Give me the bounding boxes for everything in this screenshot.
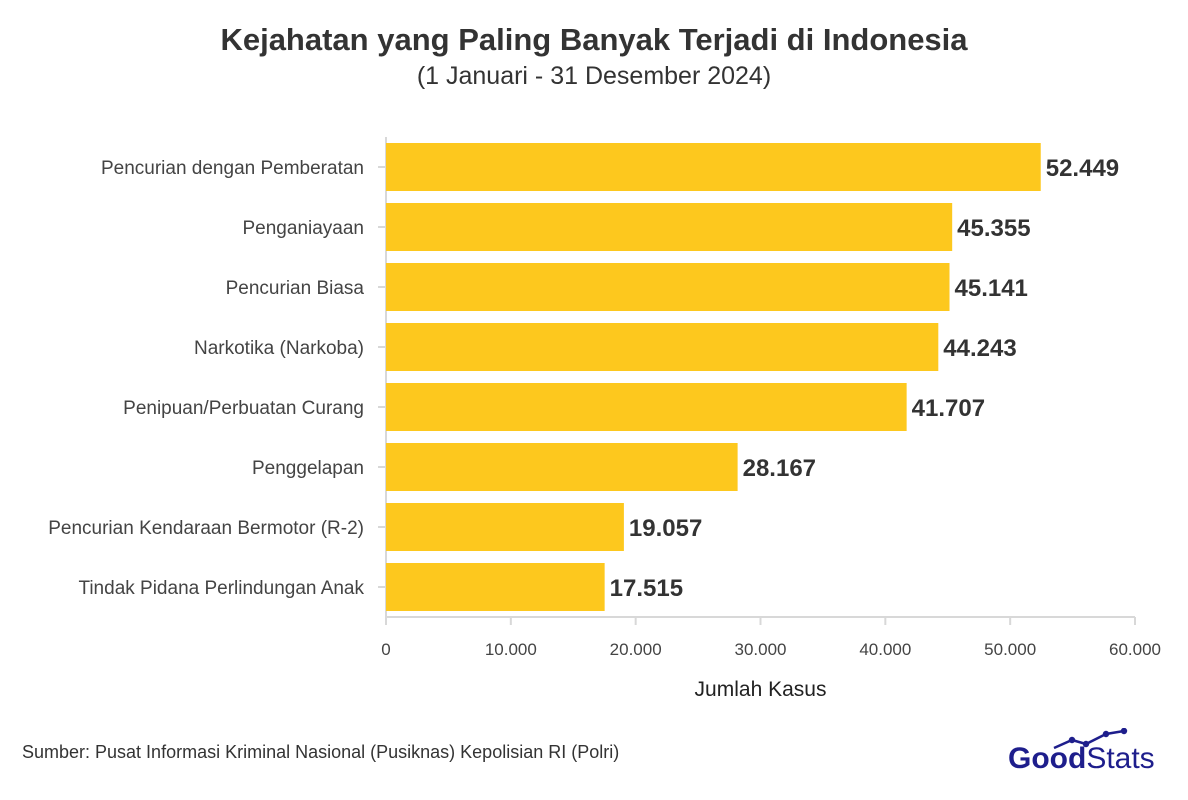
category-label: Tindak Pidana Perlindungan Anak (78, 578, 364, 599)
x-tick-label: 20.000 (610, 640, 662, 659)
value-label: 41.707 (912, 395, 985, 422)
logo-stats-text: Stats (1086, 742, 1155, 775)
x-tick-label: 50.000 (984, 640, 1036, 659)
category-label: Pencurian dengan Pemberatan (101, 158, 364, 179)
category-label: Penganiayaan (243, 218, 365, 239)
bar (386, 203, 953, 251)
goodstats-logo: GoodStats (1008, 728, 1174, 774)
source-note: Sumber: Pusat Informasi Kriminal Nasiona… (22, 742, 620, 762)
bar (386, 323, 939, 371)
x-tick-label: 40.000 (859, 640, 911, 659)
category-label: Penipuan/Perbuatan Curang (123, 398, 364, 419)
x-tick-label: 10.000 (485, 640, 537, 659)
x-tick-label: 60.000 (1109, 640, 1161, 659)
chart-title: Kejahatan yang Paling Banyak Terjadi di … (220, 22, 968, 57)
bar-chart: Pencurian dengan Pemberatan 52.449 Pengani… (48, 137, 1161, 701)
bar (386, 503, 624, 551)
value-label: 17.515 (610, 575, 683, 602)
bar (386, 563, 605, 611)
trend-line-icon (1053, 728, 1128, 750)
x-axis-title: Jumlah Kasus (695, 678, 827, 701)
value-label: 45.141 (955, 275, 1028, 302)
chart-subtitle: (1 Januari - 31 Desember 2024) (416, 62, 772, 90)
value-label: 52.449 (1046, 155, 1119, 182)
value-label: 44.243 (943, 335, 1016, 362)
category-label: Pencurian Biasa (226, 278, 365, 299)
bar (386, 383, 907, 431)
value-label: 28.167 (743, 455, 816, 482)
value-label: 19.057 (629, 515, 702, 542)
logo-good-text: Good (1008, 742, 1087, 775)
category-label: Narkotika (Narkoba) (194, 338, 364, 359)
x-tick-label: 0 (381, 640, 390, 659)
bar (386, 443, 738, 491)
category-label: Pencurian Kendaraan Bermotor (R-2) (48, 518, 364, 539)
category-label: Penggelapan (252, 458, 364, 479)
bar (386, 143, 1041, 191)
x-tick-label: 30.000 (735, 640, 787, 659)
bar (386, 263, 950, 311)
value-label: 45.355 (957, 215, 1030, 242)
